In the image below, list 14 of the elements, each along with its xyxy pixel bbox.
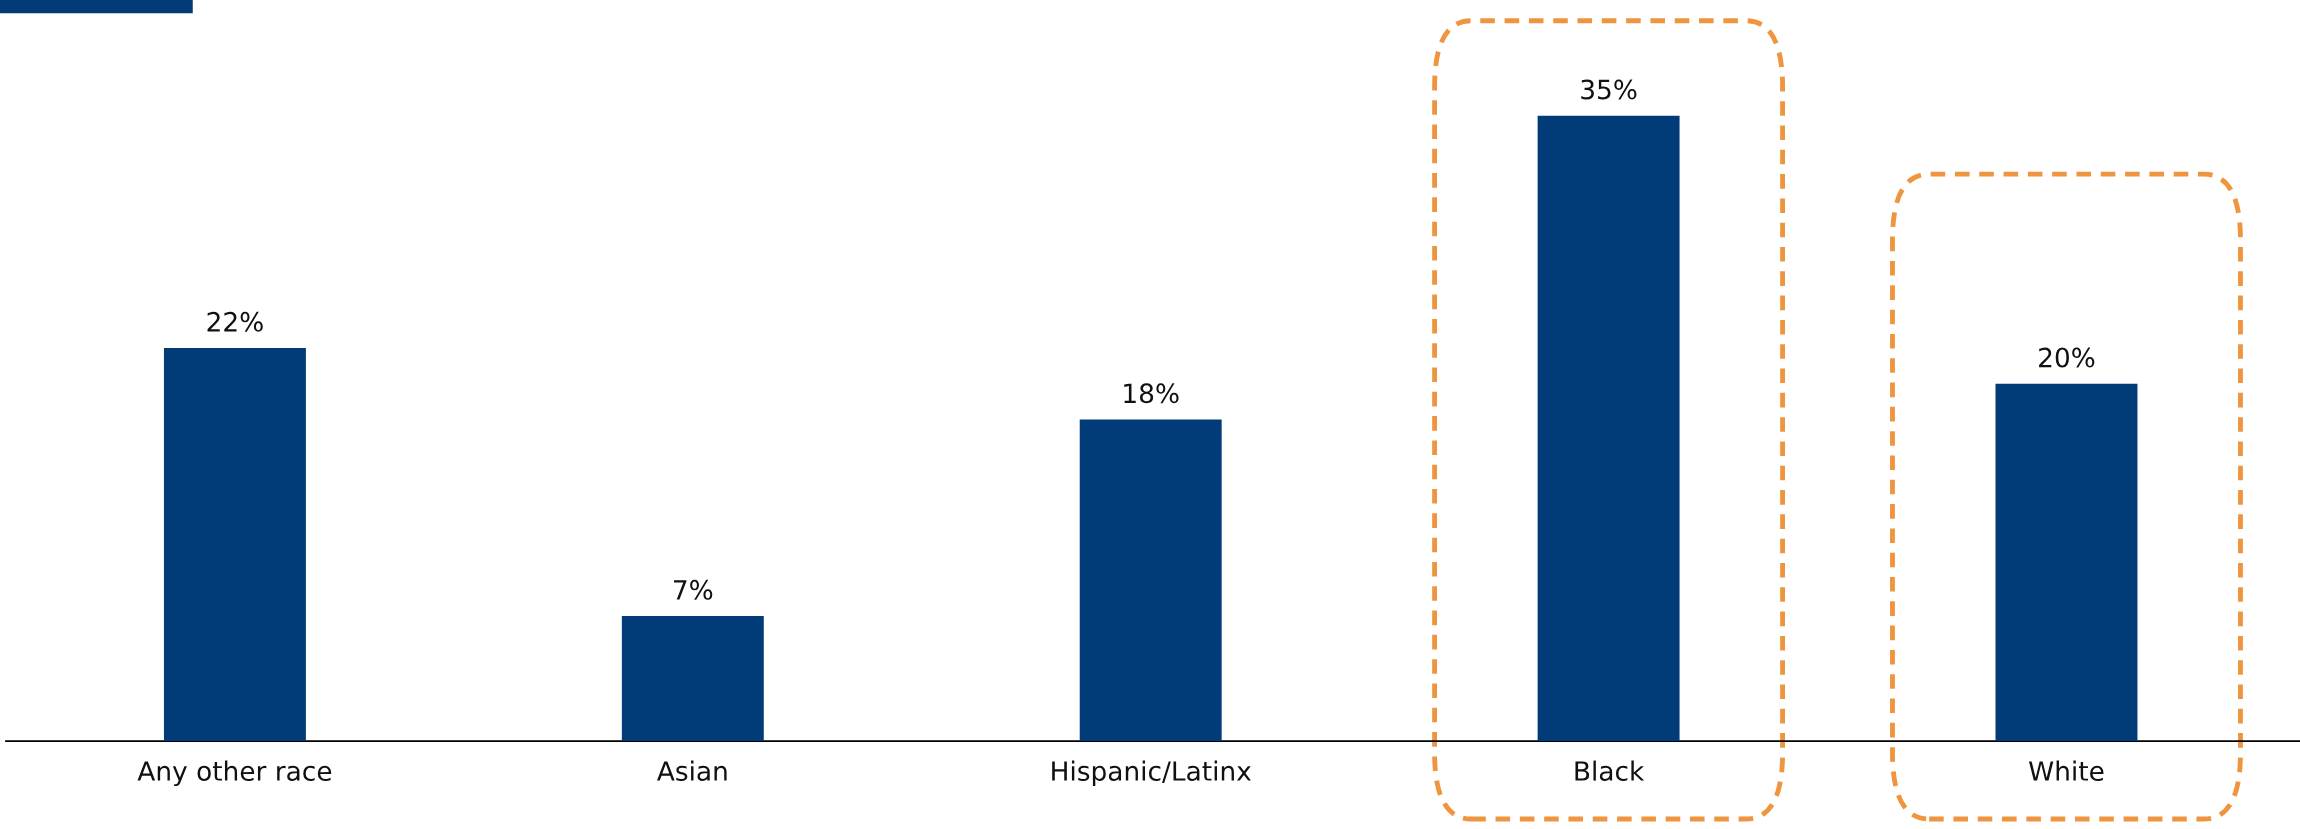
x-tick-label: Any other race [137, 760, 332, 787]
bar [1079, 419, 1222, 742]
x-tick-label: Hispanic/Latinx [1052, 760, 1251, 787]
bar [1995, 383, 2138, 742]
data-label: 7% [674, 579, 713, 600]
data-label: 22% [207, 311, 263, 332]
bar [621, 616, 764, 742]
data-label: 18% [1124, 383, 1179, 404]
data-label: 35% [1581, 79, 1637, 100]
bar [163, 348, 306, 742]
x-tick-label: White [2028, 760, 2104, 781]
x-tick-label: Asian [657, 760, 727, 781]
data-label: 20% [2039, 347, 2095, 368]
x-tick-label: Black [1575, 760, 1645, 781]
